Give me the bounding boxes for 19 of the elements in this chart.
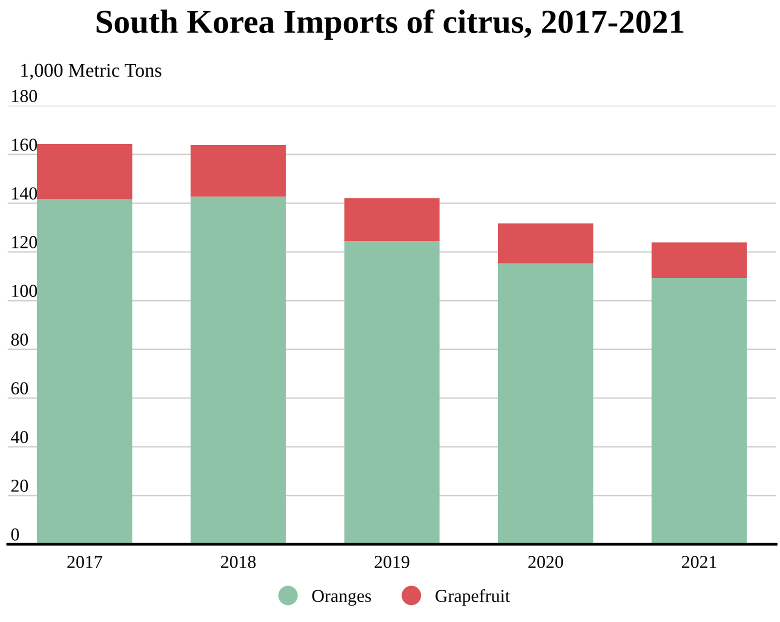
- x-tick-label: 2017: [67, 556, 102, 568]
- x-tick-label: 2020: [528, 556, 563, 568]
- x-tick-label: 2019: [374, 556, 410, 568]
- y-tick-label: 80: [11, 334, 28, 346]
- y-tick-label: 120: [12, 236, 37, 248]
- y-tick-label: 40: [10, 430, 28, 444]
- chart-title: South Korea Imports of citrus, 2017-2021: [96, 9, 684, 40]
- legend-label: Oranges: [312, 590, 371, 606]
- legend-label: Grapefruit: [436, 589, 510, 606]
- y-tick-label: 0: [11, 528, 19, 541]
- y-tick-label: 140: [12, 187, 37, 200]
- y-tick-label: 180: [12, 90, 37, 102]
- y-tick-label: 60: [11, 382, 28, 394]
- x-tick-label: 2018: [221, 556, 256, 568]
- y-tick-label: 160: [12, 138, 37, 151]
- y-axis-title: 1,000 Metric Tons: [21, 64, 162, 80]
- y-tick-label: 20: [11, 480, 28, 492]
- y-tick-label: 100: [12, 284, 37, 297]
- x-tick-label: 2021: [682, 556, 716, 568]
